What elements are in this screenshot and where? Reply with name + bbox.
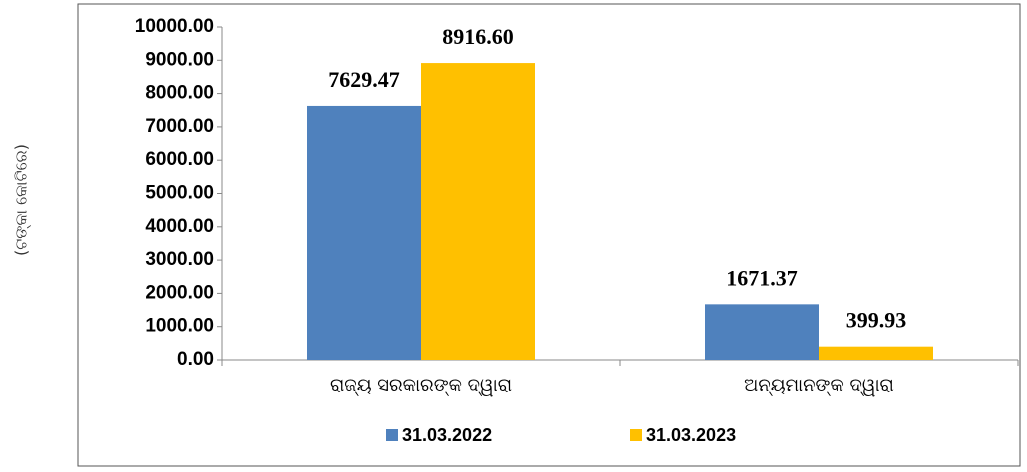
- y-tick-label: 0.00: [177, 349, 214, 370]
- bar: [819, 346, 933, 360]
- y-tick-label: 6000.00: [145, 149, 214, 170]
- y-tick-label: 3000.00: [145, 249, 214, 270]
- legend-swatch: [386, 429, 398, 441]
- y-axis-label: (ଟଙ୍କା କୋଟିରେ): [12, 144, 31, 256]
- y-tick-label: 7000.00: [145, 116, 214, 137]
- data-label: 8916.60: [442, 24, 514, 49]
- data-label: 399.93: [846, 308, 907, 333]
- legend-label: 31.03.2023: [646, 425, 736, 445]
- legend-label: 31.03.2022: [402, 425, 492, 445]
- y-tick-label: 4000.00: [145, 216, 214, 237]
- y-tick-label: 2000.00: [145, 282, 214, 303]
- y-tick-label: 1000.00: [145, 316, 214, 337]
- data-label: 1671.37: [726, 265, 798, 290]
- y-tick-label: 8000.00: [145, 83, 214, 104]
- y-tick-label: 10000.00: [135, 16, 214, 37]
- bar: [705, 304, 819, 360]
- data-label: 7629.47: [328, 67, 400, 92]
- legend-swatch: [630, 429, 642, 441]
- y-tick-label: 9000.00: [145, 49, 214, 70]
- x-tick-label: ରାଜ୍ୟ ସରକାରଙ୍କ ଦ୍ୱାରା: [330, 375, 512, 396]
- bar: [307, 105, 421, 360]
- x-tick-label: ଅନ୍ୟମାନଙ୍କ ଦ୍ୱାରା: [744, 375, 894, 396]
- y-tick-label: 5000.00: [145, 183, 214, 204]
- chart-frame: [77, 3, 1021, 467]
- bar: [421, 63, 535, 361]
